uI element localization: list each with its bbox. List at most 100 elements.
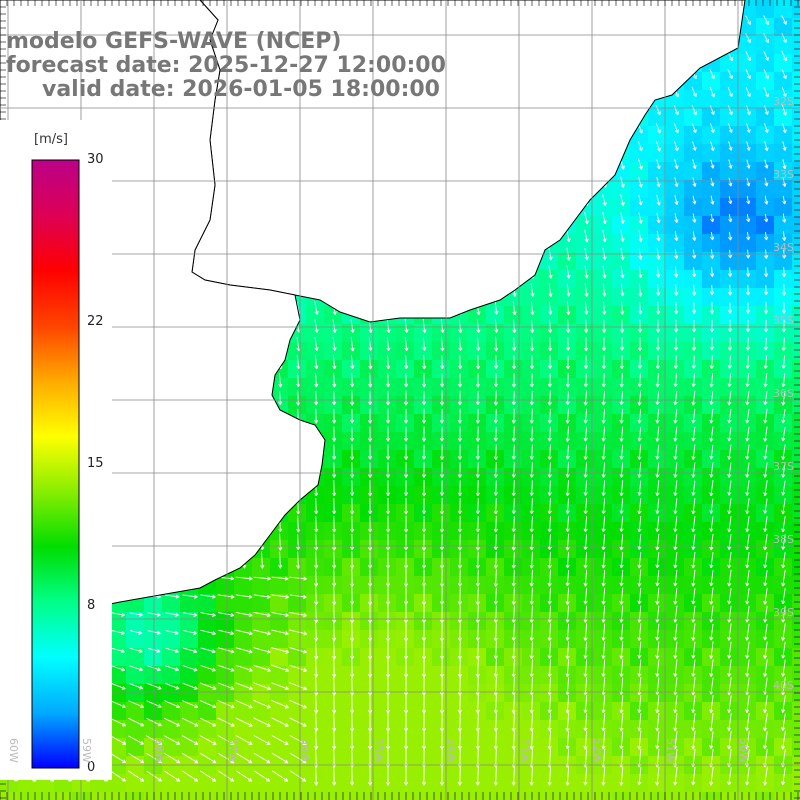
wind-cell bbox=[684, 306, 703, 325]
wind-cell bbox=[738, 792, 757, 800]
wind-cell bbox=[270, 774, 289, 793]
wind-cell bbox=[702, 306, 721, 325]
wind-cell bbox=[630, 432, 649, 451]
wind-cell bbox=[216, 648, 235, 667]
wind-cell bbox=[234, 630, 253, 649]
wind-cell bbox=[612, 234, 631, 253]
wind-cell bbox=[792, 252, 800, 271]
wind-cell bbox=[342, 450, 361, 469]
wind-cell bbox=[288, 648, 307, 667]
wind-cell bbox=[270, 792, 289, 800]
wind-cell bbox=[108, 684, 127, 703]
wind-cell bbox=[342, 360, 361, 379]
wind-cell bbox=[522, 342, 541, 361]
wind-cell bbox=[756, 306, 775, 325]
wind-cell bbox=[486, 684, 505, 703]
lat-label: 32S bbox=[773, 95, 794, 108]
wind-cell bbox=[756, 342, 775, 361]
lon-label: 56W bbox=[299, 738, 312, 763]
wind-cell bbox=[702, 792, 721, 800]
lat-label: 38S bbox=[773, 533, 794, 546]
wind-cell bbox=[414, 414, 433, 433]
wind-cell bbox=[792, 72, 800, 91]
wind-cell bbox=[216, 684, 235, 703]
lat-label: 33S bbox=[773, 168, 794, 181]
wind-cell bbox=[198, 684, 217, 703]
wind-cell bbox=[702, 72, 721, 91]
wind-cell bbox=[738, 108, 757, 127]
wind-cell bbox=[792, 234, 800, 253]
wind-cell bbox=[378, 378, 397, 397]
wind-cell bbox=[540, 342, 559, 361]
wind-cell bbox=[126, 792, 145, 800]
wind-cell bbox=[720, 126, 739, 145]
wind-cell bbox=[774, 252, 793, 271]
wind-cell bbox=[558, 396, 577, 415]
wind-cell bbox=[234, 702, 253, 721]
wind-cell bbox=[684, 288, 703, 307]
wind-cell bbox=[792, 162, 800, 181]
wind-cell bbox=[576, 288, 595, 307]
wind-cell bbox=[270, 594, 289, 613]
wind-cell bbox=[666, 396, 685, 415]
wind-cell bbox=[378, 324, 397, 343]
wind-cell bbox=[684, 270, 703, 289]
wind-cell bbox=[468, 792, 487, 800]
wind-cell bbox=[360, 360, 379, 379]
wind-cell bbox=[504, 342, 523, 361]
wind-cell bbox=[270, 576, 289, 595]
wind-cell bbox=[666, 414, 685, 433]
wind-cell bbox=[792, 414, 800, 433]
wind-cell bbox=[234, 720, 253, 739]
wind-cell bbox=[252, 720, 271, 739]
wind-cell bbox=[720, 414, 739, 433]
wind-cell bbox=[144, 612, 163, 631]
wind-cell bbox=[558, 306, 577, 325]
wind-cell bbox=[522, 378, 541, 397]
wind-cell bbox=[702, 450, 721, 469]
wind-cell bbox=[702, 270, 721, 289]
wind-cell bbox=[738, 270, 757, 289]
wind-cell bbox=[576, 216, 595, 235]
wind-cell bbox=[684, 198, 703, 217]
wind-cell bbox=[612, 270, 631, 289]
wind-cell bbox=[720, 144, 739, 163]
wind-cell bbox=[126, 774, 145, 793]
wind-cell bbox=[774, 216, 793, 235]
wind-cell bbox=[540, 270, 559, 289]
wind-cell bbox=[648, 126, 667, 145]
legend-unit: [m/s] bbox=[34, 132, 68, 147]
wind-cell bbox=[36, 792, 55, 800]
wind-cell bbox=[144, 720, 163, 739]
wind-cell bbox=[738, 36, 757, 55]
wind-cell bbox=[432, 414, 451, 433]
wind-cell bbox=[234, 666, 253, 685]
wind-cell bbox=[234, 594, 253, 613]
wind-cell bbox=[792, 486, 800, 505]
wind-cell bbox=[648, 198, 667, 217]
wind-cell bbox=[702, 162, 721, 181]
wind-cell bbox=[702, 90, 721, 109]
wind-cell bbox=[612, 180, 631, 199]
wind-cell bbox=[270, 612, 289, 631]
wind-cell bbox=[360, 378, 379, 397]
wind-cell bbox=[702, 198, 721, 217]
wind-cell bbox=[108, 720, 127, 739]
wind-cell bbox=[774, 360, 793, 379]
wind-cell bbox=[288, 684, 307, 703]
wind-cell bbox=[558, 252, 577, 271]
wind-cell bbox=[594, 360, 613, 379]
wind-cell bbox=[792, 450, 800, 469]
wind-cell bbox=[576, 306, 595, 325]
wind-cell bbox=[234, 792, 253, 800]
wind-cell bbox=[756, 36, 775, 55]
wind-cell bbox=[792, 108, 800, 127]
wind-cell bbox=[774, 378, 793, 397]
wind-cell bbox=[666, 342, 685, 361]
wind-cell bbox=[486, 342, 505, 361]
wind-cell bbox=[252, 702, 271, 721]
wind-cell bbox=[648, 180, 667, 199]
wind-cell bbox=[774, 234, 793, 253]
wind-cell bbox=[378, 450, 397, 469]
wind-cell bbox=[216, 666, 235, 685]
